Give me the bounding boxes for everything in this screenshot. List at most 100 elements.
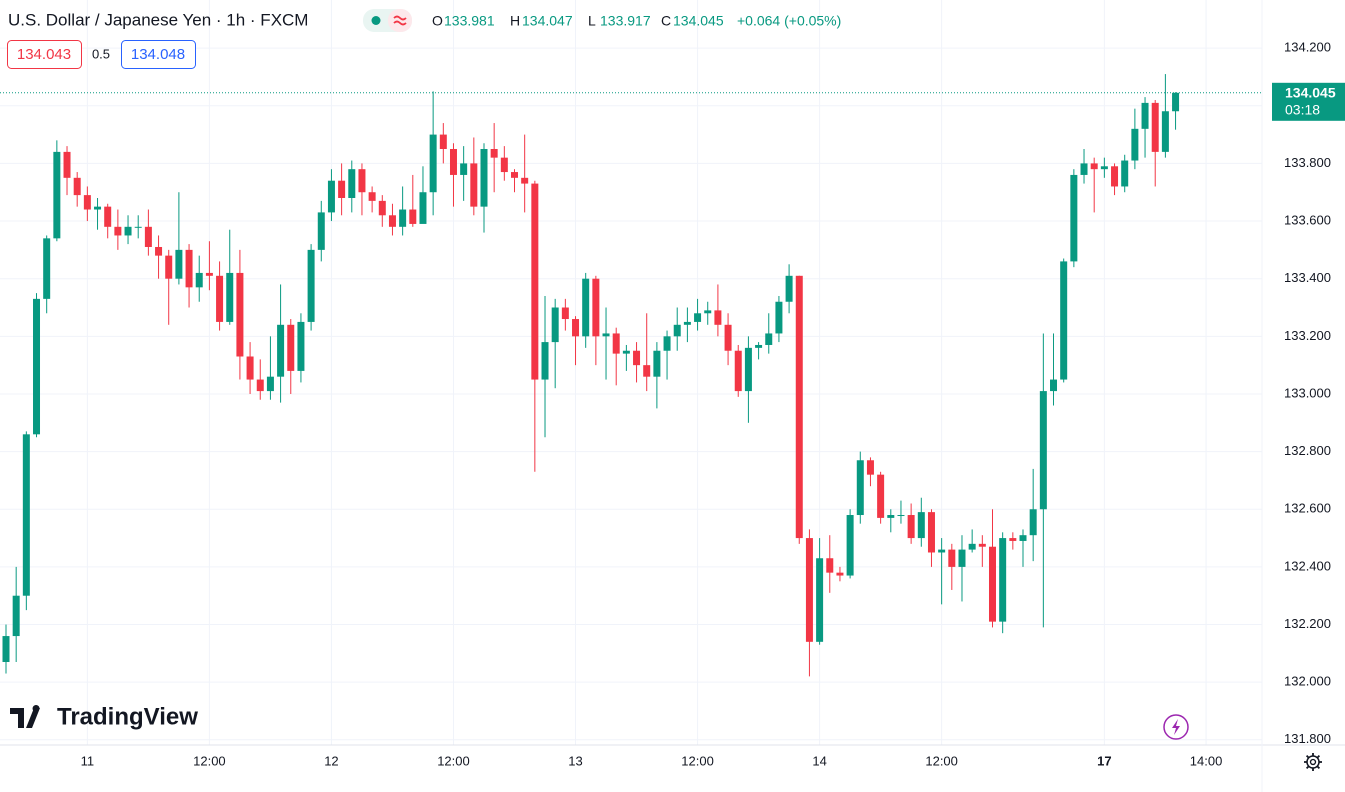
candle-body [114,226,122,236]
ohlc-value: 134.045 [673,13,724,29]
candle-body [419,192,427,224]
candle-body [409,209,417,224]
y-tick-label: 132.200 [1284,616,1331,631]
chart-title: U.S. Dollar / Japanese Yen · 1h · FXCM [8,10,308,29]
candle-body [500,157,508,173]
ask-price[interactable]: 134.048 [131,46,185,63]
candle-body [2,636,10,662]
candle-body [22,434,30,596]
candle-body [724,324,732,351]
x-tick-label: 12:00 [681,753,714,768]
candle-body [378,200,386,216]
ohlc-value: 133.917 [600,13,651,29]
y-tick-label: 133.800 [1284,155,1331,170]
x-tick-label: 17 [1097,753,1111,768]
candle-body [622,350,630,354]
candle-body [277,324,285,377]
candle-body [1080,163,1088,175]
candle-body [988,546,996,622]
x-tick-label: 12:00 [437,753,470,768]
candle-body [155,246,163,256]
candle-body [765,333,773,345]
candle-body [134,226,142,228]
candle-body [205,272,213,276]
candle-body [1151,102,1159,152]
candle-body [368,192,376,201]
y-tick-label: 133.600 [1284,212,1331,227]
y-tick-label: 132.400 [1284,558,1331,573]
y-tick-label: 132.800 [1284,443,1331,458]
watermark: TradingView [57,703,198,730]
price-tag-countdown: 03:18 [1285,102,1320,118]
candles [2,74,1180,677]
logo-icon [10,705,40,728]
candle-body [805,538,813,642]
ohlc-legend: O 133.981 H 134.047 L 133.917 C 134.045 [432,13,724,29]
ohlc-value: 134.047 [522,13,573,29]
candle-body [694,313,702,322]
candle-body [673,324,681,337]
candle-body [1060,261,1068,380]
candle-body [266,376,274,392]
candle-body [165,255,173,279]
candle-body [33,298,41,435]
candle-body [592,278,600,337]
candle-body [1161,111,1169,152]
candle-body [460,163,468,175]
candle-body [12,595,20,637]
lightning-icon [1172,719,1180,735]
candle-body [541,342,549,380]
candle-body [216,275,224,322]
ohlc-letter: H [510,13,520,29]
candle-body [256,379,264,392]
y-tick-label: 132.000 [1284,674,1331,689]
y-tick-label: 134.200 [1284,40,1331,55]
candle-body [429,134,437,193]
candle-body [195,272,203,288]
x-tick-label: 12 [324,753,338,768]
axes: 131.800 132.000 132.200 132.400 132.600 132.8… [81,40,1331,769]
candle-body [470,163,478,207]
x-tick-label: 14:00 [1190,753,1223,768]
candle-body [1172,92,1180,112]
y-tick-label: 132.600 [1284,501,1331,516]
candle-body [572,319,580,337]
settings-button[interactable] [1304,753,1322,771]
candle-body [1121,160,1129,187]
candle-body [104,206,112,227]
buy-button[interactable] [121,40,196,69]
candle-body [297,321,305,371]
candle-body [653,350,661,377]
candle-body [561,307,569,320]
spread: 0.5 [92,46,110,61]
candle-body [63,151,71,178]
lightning-button[interactable] [1163,714,1189,740]
sell-button[interactable] [7,40,82,69]
status-pill-right [388,9,412,32]
candle-body [358,169,366,193]
candle-body [531,183,539,380]
candle-body [511,172,519,178]
market-open-dot [371,16,381,25]
candle-body [938,549,946,553]
x-tick-label: 12:00 [925,753,958,768]
candle-body [897,515,905,517]
candle-body [948,549,956,567]
bid-price[interactable]: 134.043 [17,46,71,63]
candle-body [633,350,641,366]
candle-body [338,180,346,198]
ohlc-letter: C [661,13,671,29]
candle-body [816,558,824,642]
candle-body [1131,128,1139,161]
candle-body [480,149,488,207]
candle-body [388,215,396,227]
candle-body [978,543,986,547]
candle-body [775,301,783,334]
candle-body [1009,538,1017,541]
candle-body [327,180,335,213]
candle-body [1050,379,1058,392]
candle-body [1141,102,1149,129]
candle-body [53,151,61,239]
